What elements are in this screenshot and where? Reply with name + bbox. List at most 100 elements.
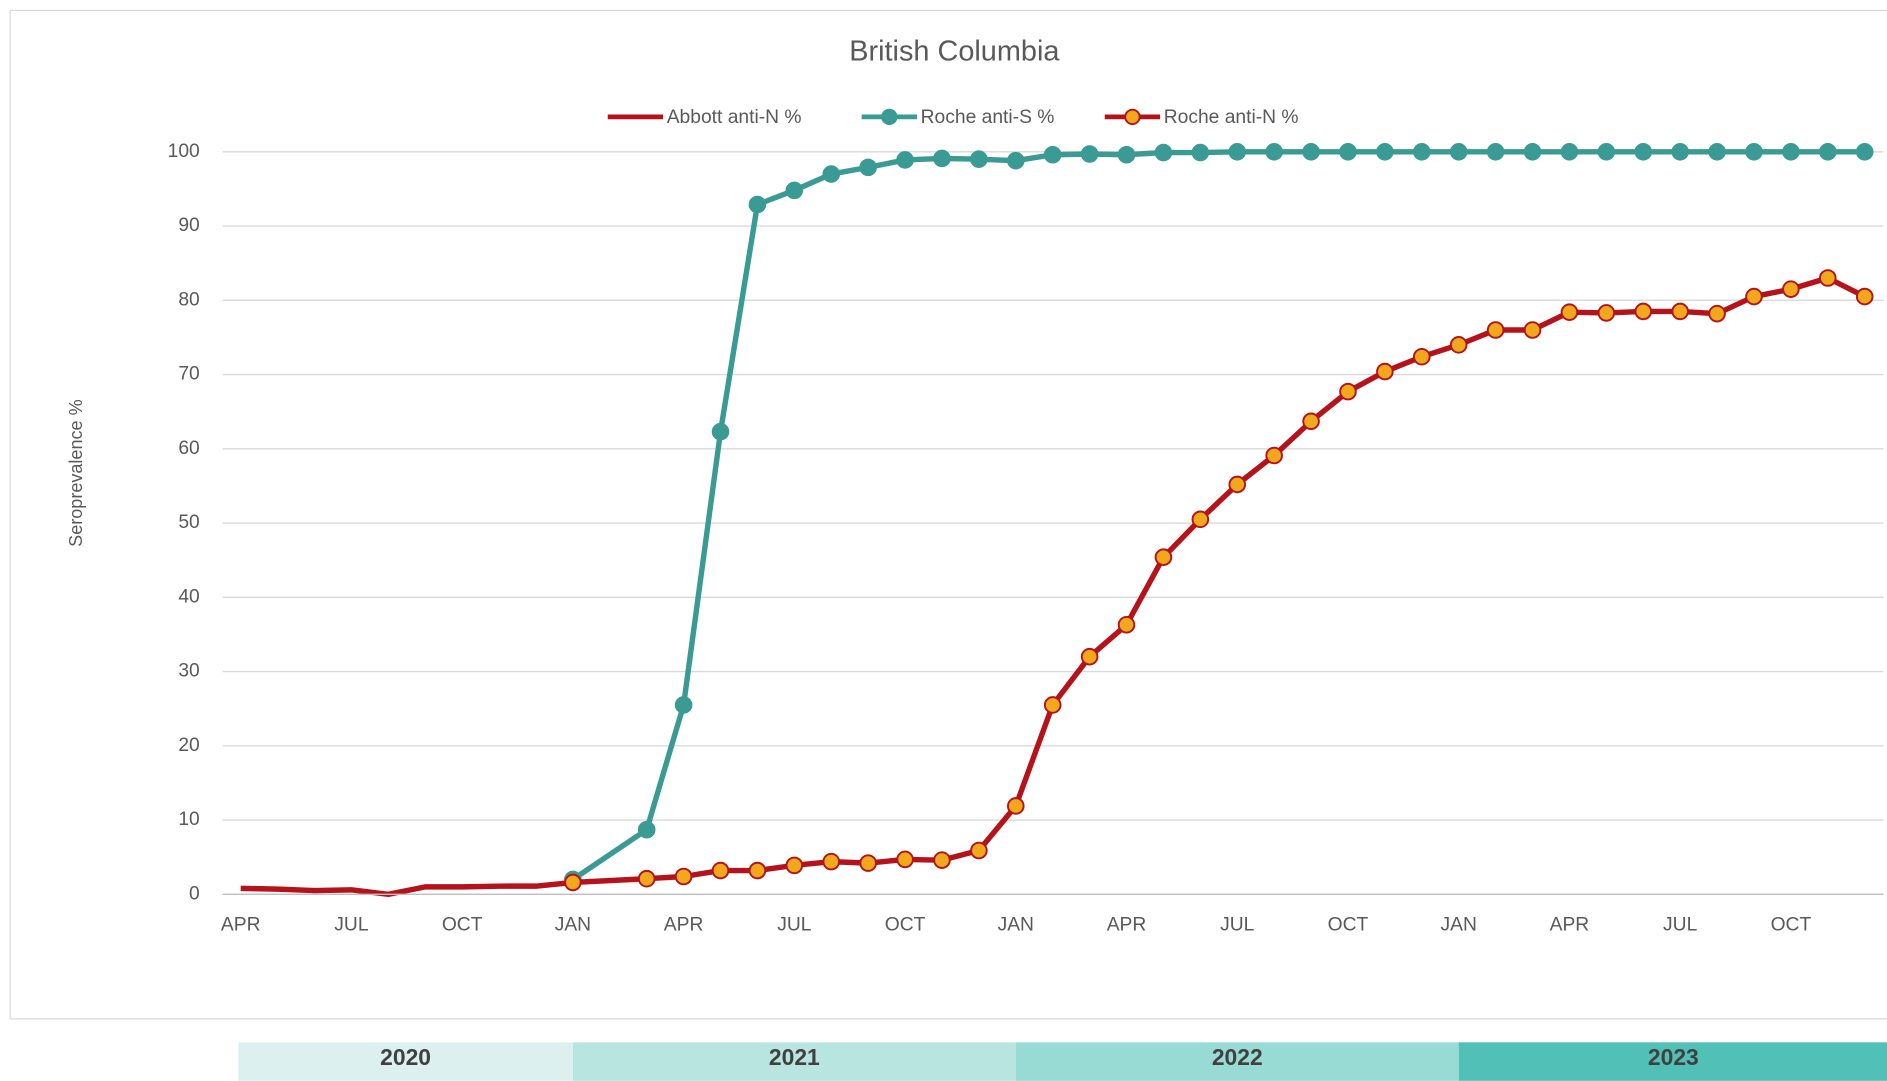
year-band — [1015, 1042, 1459, 1081]
data-point — [859, 854, 877, 872]
y-tick-label: 70 — [178, 364, 199, 385]
data-point — [1449, 143, 1468, 161]
data-point — [1007, 151, 1025, 170]
x-tick-label: OCT — [442, 915, 483, 936]
data-point — [1413, 347, 1431, 366]
data-point — [1449, 336, 1468, 354]
x-tick-label: APR — [664, 915, 704, 936]
x-tick-label: OCT — [1328, 915, 1369, 936]
year-label: 2023 — [1648, 1044, 1699, 1070]
data-point — [1560, 143, 1579, 161]
data-point — [1708, 304, 1726, 323]
data-point — [896, 151, 914, 169]
data-point — [1265, 446, 1283, 465]
data-point — [896, 850, 914, 869]
year-band — [238, 1042, 573, 1081]
data-point — [1413, 143, 1431, 161]
data-point — [933, 851, 951, 869]
data-point — [711, 422, 730, 441]
data-point — [674, 867, 693, 886]
y-tick-label: 80 — [178, 289, 199, 310]
y-axis-label: Seroprevalence % — [66, 399, 86, 546]
data-point — [1671, 143, 1689, 161]
data-point — [1154, 143, 1173, 162]
data-point — [1855, 143, 1874, 161]
y-tick-label: 50 — [178, 512, 199, 533]
y-tick-label: 10 — [178, 809, 199, 830]
data-point — [970, 150, 988, 168]
x-tick-label: JUL — [777, 915, 812, 936]
x-tick-label: JAN — [998, 915, 1034, 936]
year-band — [1458, 1042, 1887, 1081]
data-point — [859, 158, 877, 177]
y-tick-label: 60 — [178, 438, 199, 459]
data-point — [1634, 143, 1653, 161]
data-point — [1819, 143, 1837, 161]
data-point — [1708, 143, 1726, 161]
data-point — [1523, 321, 1542, 339]
y-tick-label: 90 — [178, 215, 199, 236]
data-point — [785, 856, 804, 875]
year-label: 2020 — [380, 1044, 431, 1070]
data-point — [1671, 302, 1689, 321]
series-line — [572, 275, 1866, 886]
series-line — [240, 879, 574, 898]
year-label: 2022 — [1212, 1044, 1263, 1070]
data-point — [637, 869, 656, 888]
data-point — [1043, 145, 1062, 164]
data-point — [1339, 382, 1357, 401]
data-point — [1191, 510, 1210, 529]
data-point — [1782, 143, 1800, 161]
data-point — [1634, 302, 1653, 321]
legend-label: Roche anti-N % — [1164, 107, 1299, 128]
y-tick-label: 30 — [178, 661, 199, 682]
data-point — [1154, 548, 1173, 566]
data-point — [748, 195, 767, 214]
data-point — [564, 873, 582, 892]
x-tick-label: APR — [1550, 915, 1590, 936]
data-point — [1560, 303, 1579, 321]
data-point — [1376, 362, 1394, 381]
y-tick-label: 20 — [178, 735, 199, 756]
data-point — [1265, 143, 1283, 161]
data-point — [1486, 143, 1505, 161]
legend-label: Abbott anti-N % — [667, 107, 802, 128]
data-point — [1191, 143, 1210, 162]
x-tick-label: JUL — [1663, 915, 1698, 936]
series-line — [571, 149, 1865, 882]
x-tick-label: APR — [221, 915, 261, 936]
data-point — [1819, 269, 1837, 287]
y-tick-label: 100 — [168, 141, 200, 162]
y-tick-label: 0 — [189, 883, 200, 904]
x-tick-label: JAN — [555, 915, 591, 936]
data-point — [1117, 145, 1136, 164]
legend-label: Roche anti-S % — [921, 107, 1055, 128]
x-tick-label: JAN — [1441, 915, 1477, 936]
year-band — [572, 1042, 1016, 1081]
chart-border — [9, 9, 1887, 1020]
data-point — [1523, 143, 1542, 161]
data-point — [1782, 280, 1800, 298]
legend-marker — [1124, 108, 1141, 126]
data-point — [1080, 145, 1099, 163]
data-point — [1486, 321, 1505, 339]
data-point — [1745, 287, 1763, 306]
data-point — [1080, 647, 1099, 666]
data-point — [1117, 615, 1136, 634]
data-point — [1302, 412, 1320, 431]
data-point — [748, 861, 767, 880]
data-point — [970, 841, 988, 860]
data-point — [1339, 143, 1357, 161]
data-point — [637, 820, 656, 839]
x-tick-label: OCT — [885, 915, 926, 936]
data-point — [1855, 287, 1874, 306]
data-point — [1228, 143, 1247, 161]
data-point — [1302, 143, 1320, 161]
data-point — [1228, 475, 1247, 494]
data-point — [822, 852, 841, 871]
data-point — [822, 165, 841, 183]
data-point — [785, 181, 804, 200]
data-point — [1597, 304, 1616, 322]
data-point — [711, 861, 730, 880]
